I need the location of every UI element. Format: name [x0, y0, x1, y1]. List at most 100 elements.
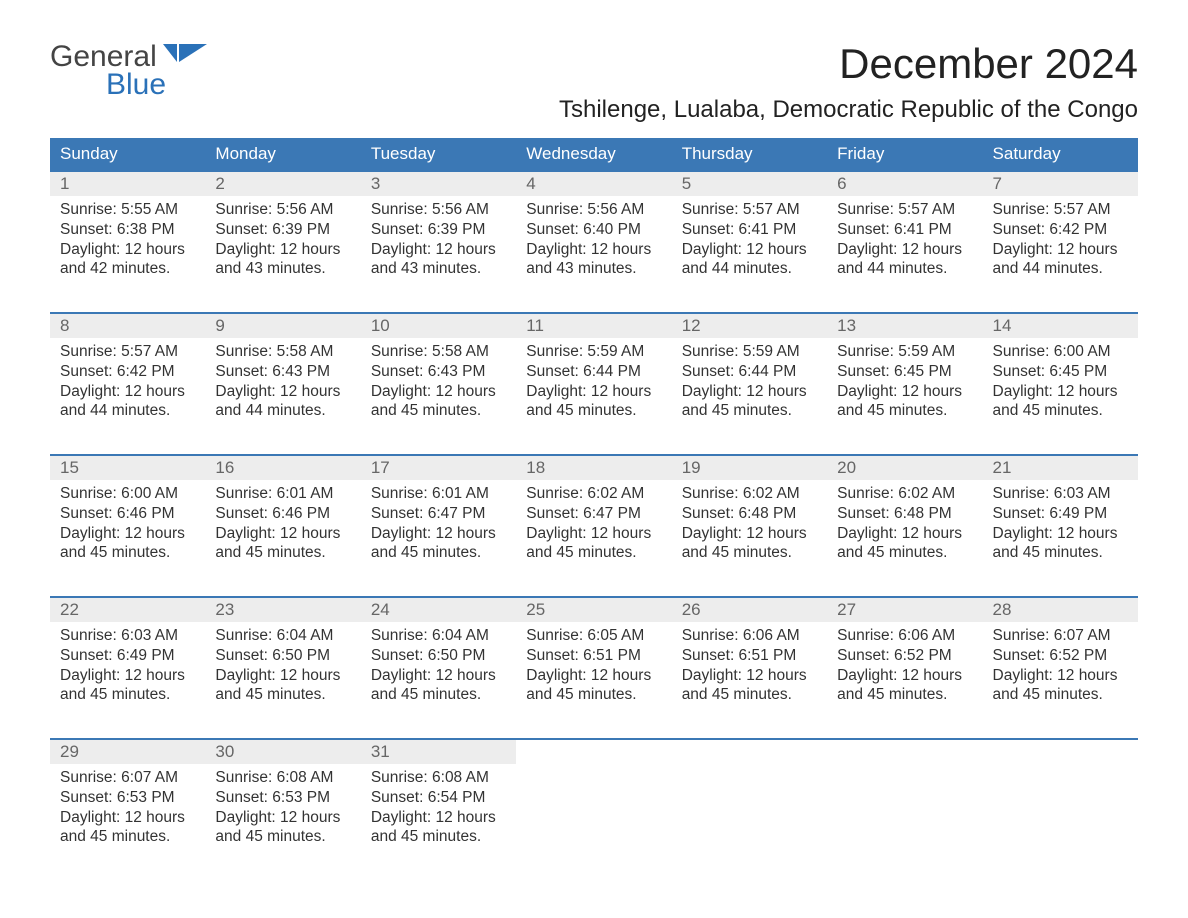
sunset-line: Sunset: 6:44 PM: [526, 362, 661, 382]
day-number: 17: [361, 456, 516, 480]
calendar-week: 1Sunrise: 5:55 AMSunset: 6:38 PMDaylight…: [50, 170, 1138, 286]
calendar-day: 15Sunrise: 6:00 AMSunset: 6:46 PMDayligh…: [50, 456, 205, 570]
day-number: 7: [983, 172, 1138, 196]
day-number: 5: [672, 172, 827, 196]
sunrise-line: Sunrise: 5:57 AM: [60, 342, 195, 362]
location-subtitle: Tshilenge, Lualaba, Democratic Republic …: [559, 96, 1138, 124]
weekday-header: Thursday: [672, 138, 827, 170]
day-number: 18: [516, 456, 671, 480]
day-number: 12: [672, 314, 827, 338]
sunrise-line: Sunrise: 5:57 AM: [993, 200, 1128, 220]
day-details: Sunrise: 5:59 AMSunset: 6:44 PMDaylight:…: [672, 338, 827, 427]
sunset-line: Sunset: 6:39 PM: [371, 220, 506, 240]
sunset-line: Sunset: 6:46 PM: [60, 504, 195, 524]
calendar-day: 27Sunrise: 6:06 AMSunset: 6:52 PMDayligh…: [827, 598, 982, 712]
daylight-line: Daylight: 12 hours and 45 minutes.: [682, 382, 817, 422]
sunset-line: Sunset: 6:52 PM: [837, 646, 972, 666]
daylight-line: Daylight: 12 hours and 43 minutes.: [215, 240, 350, 280]
title-block: December 2024 Tshilenge, Lualaba, Democr…: [559, 40, 1138, 124]
day-number: 22: [50, 598, 205, 622]
day-details: Sunrise: 6:02 AMSunset: 6:48 PMDaylight:…: [827, 480, 982, 569]
day-number: 3: [361, 172, 516, 196]
day-details: Sunrise: 5:56 AMSunset: 6:40 PMDaylight:…: [516, 196, 671, 285]
logo-flag-icon: [163, 44, 207, 66]
sunset-line: Sunset: 6:39 PM: [215, 220, 350, 240]
daylight-line: Daylight: 12 hours and 45 minutes.: [60, 524, 195, 564]
calendar-day: 12Sunrise: 5:59 AMSunset: 6:44 PMDayligh…: [672, 314, 827, 428]
sunrise-line: Sunrise: 5:59 AM: [682, 342, 817, 362]
daylight-line: Daylight: 12 hours and 45 minutes.: [682, 524, 817, 564]
weekday-header: Sunday: [50, 138, 205, 170]
day-number: 19: [672, 456, 827, 480]
sunset-line: Sunset: 6:41 PM: [837, 220, 972, 240]
day-details: Sunrise: 5:58 AMSunset: 6:43 PMDaylight:…: [361, 338, 516, 427]
calendar-day: 2Sunrise: 5:56 AMSunset: 6:39 PMDaylight…: [205, 172, 360, 286]
daylight-line: Daylight: 12 hours and 43 minutes.: [526, 240, 661, 280]
daylight-line: Daylight: 12 hours and 45 minutes.: [60, 666, 195, 706]
sunrise-line: Sunrise: 6:03 AM: [993, 484, 1128, 504]
day-number: 31: [361, 740, 516, 764]
day-details: Sunrise: 6:02 AMSunset: 6:48 PMDaylight:…: [672, 480, 827, 569]
daylight-line: Daylight: 12 hours and 45 minutes.: [526, 382, 661, 422]
day-number: 25: [516, 598, 671, 622]
day-details: Sunrise: 6:04 AMSunset: 6:50 PMDaylight:…: [205, 622, 360, 711]
daylight-line: Daylight: 12 hours and 45 minutes.: [837, 382, 972, 422]
day-number: 21: [983, 456, 1138, 480]
sunset-line: Sunset: 6:48 PM: [837, 504, 972, 524]
day-details: Sunrise: 6:05 AMSunset: 6:51 PMDaylight:…: [516, 622, 671, 711]
day-details: Sunrise: 5:56 AMSunset: 6:39 PMDaylight:…: [205, 196, 360, 285]
day-details: Sunrise: 6:06 AMSunset: 6:52 PMDaylight:…: [827, 622, 982, 711]
day-details: Sunrise: 5:59 AMSunset: 6:45 PMDaylight:…: [827, 338, 982, 427]
calendar-day: 24Sunrise: 6:04 AMSunset: 6:50 PMDayligh…: [361, 598, 516, 712]
day-details: Sunrise: 6:08 AMSunset: 6:54 PMDaylight:…: [361, 764, 516, 853]
sunset-line: Sunset: 6:53 PM: [215, 788, 350, 808]
daylight-line: Daylight: 12 hours and 45 minutes.: [993, 524, 1128, 564]
daylight-line: Daylight: 12 hours and 45 minutes.: [993, 666, 1128, 706]
sunrise-line: Sunrise: 6:08 AM: [371, 768, 506, 788]
weekday-header: Tuesday: [361, 138, 516, 170]
sunrise-line: Sunrise: 6:06 AM: [837, 626, 972, 646]
daylight-line: Daylight: 12 hours and 45 minutes.: [215, 808, 350, 848]
calendar-day: 30Sunrise: 6:08 AMSunset: 6:53 PMDayligh…: [205, 740, 360, 854]
sunrise-line: Sunrise: 5:57 AM: [837, 200, 972, 220]
day-number: 28: [983, 598, 1138, 622]
day-details: Sunrise: 5:57 AMSunset: 6:41 PMDaylight:…: [672, 196, 827, 285]
sunrise-line: Sunrise: 5:59 AM: [837, 342, 972, 362]
sunset-line: Sunset: 6:50 PM: [215, 646, 350, 666]
day-details: Sunrise: 5:59 AMSunset: 6:44 PMDaylight:…: [516, 338, 671, 427]
sunset-line: Sunset: 6:45 PM: [837, 362, 972, 382]
sunrise-line: Sunrise: 6:00 AM: [60, 484, 195, 504]
sunrise-line: Sunrise: 6:08 AM: [215, 768, 350, 788]
day-number: 27: [827, 598, 982, 622]
sunrise-line: Sunrise: 6:01 AM: [371, 484, 506, 504]
daylight-line: Daylight: 12 hours and 45 minutes.: [837, 666, 972, 706]
calendar-header-row: SundayMondayTuesdayWednesdayThursdayFrid…: [50, 138, 1138, 170]
day-number: 10: [361, 314, 516, 338]
calendar-day: 8Sunrise: 5:57 AMSunset: 6:42 PMDaylight…: [50, 314, 205, 428]
day-number: 26: [672, 598, 827, 622]
calendar-day: 20Sunrise: 6:02 AMSunset: 6:48 PMDayligh…: [827, 456, 982, 570]
day-number: 8: [50, 314, 205, 338]
calendar-day: [983, 740, 1138, 854]
day-number: 4: [516, 172, 671, 196]
day-number: 2: [205, 172, 360, 196]
daylight-line: Daylight: 12 hours and 45 minutes.: [682, 666, 817, 706]
sunrise-line: Sunrise: 5:55 AM: [60, 200, 195, 220]
sunrise-line: Sunrise: 6:07 AM: [993, 626, 1128, 646]
day-details: Sunrise: 6:07 AMSunset: 6:53 PMDaylight:…: [50, 764, 205, 853]
calendar-day: 21Sunrise: 6:03 AMSunset: 6:49 PMDayligh…: [983, 456, 1138, 570]
day-details: Sunrise: 6:07 AMSunset: 6:52 PMDaylight:…: [983, 622, 1138, 711]
sunrise-line: Sunrise: 6:02 AM: [682, 484, 817, 504]
calendar-day: [827, 740, 982, 854]
daylight-line: Daylight: 12 hours and 45 minutes.: [526, 666, 661, 706]
daylight-line: Daylight: 12 hours and 45 minutes.: [60, 808, 195, 848]
sunset-line: Sunset: 6:42 PM: [60, 362, 195, 382]
day-details: Sunrise: 6:00 AMSunset: 6:46 PMDaylight:…: [50, 480, 205, 569]
daylight-line: Daylight: 12 hours and 44 minutes.: [837, 240, 972, 280]
calendar-day: [672, 740, 827, 854]
calendar-day: 26Sunrise: 6:06 AMSunset: 6:51 PMDayligh…: [672, 598, 827, 712]
daylight-line: Daylight: 12 hours and 45 minutes.: [371, 524, 506, 564]
day-number: 20: [827, 456, 982, 480]
calendar-day: 19Sunrise: 6:02 AMSunset: 6:48 PMDayligh…: [672, 456, 827, 570]
calendar-day: 6Sunrise: 5:57 AMSunset: 6:41 PMDaylight…: [827, 172, 982, 286]
